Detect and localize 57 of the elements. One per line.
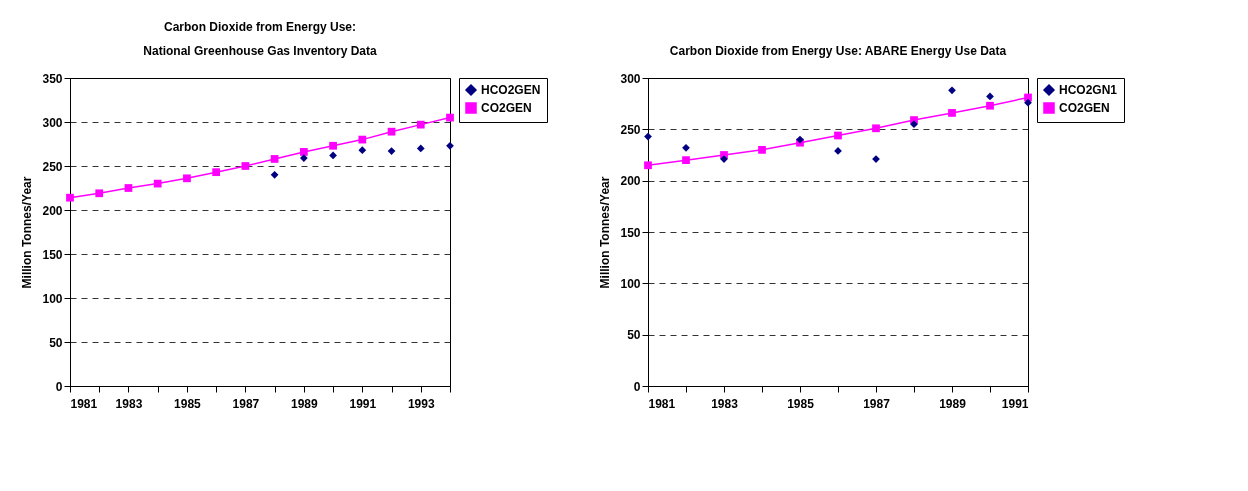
x-tick-label: 1991 <box>1001 396 1029 411</box>
point <box>446 113 454 122</box>
point <box>270 155 279 163</box>
y-tick-label: 150 <box>42 247 63 262</box>
point <box>358 135 367 144</box>
x-tick-label: 1989 <box>290 396 319 411</box>
y-tick-label: 250 <box>42 159 63 174</box>
x-tick-label: 1987 <box>232 396 260 411</box>
x-tick-label: 1981 <box>70 396 98 411</box>
point <box>387 127 396 136</box>
y-tick-label: 0 <box>55 379 63 394</box>
y-tick-label: 200 <box>620 174 641 189</box>
point <box>124 184 133 192</box>
y-tick-label: 100 <box>42 291 63 306</box>
point <box>416 120 425 129</box>
y-tick-label: 50 <box>627 328 641 343</box>
x-tick-label: 1983 <box>711 396 739 411</box>
point <box>446 141 454 150</box>
y-tick-label: 250 <box>620 122 641 137</box>
point <box>329 141 337 150</box>
chart-title: Carbon Dioxide from Energy Use: ABARE Energy Use Data <box>669 44 1007 58</box>
point <box>183 174 191 183</box>
chart-title: Carbon Dioxide from Energy Use: National Greenhouse Gas Inventory Data <box>143 20 378 58</box>
x-tick-label: 1993 <box>407 396 435 411</box>
x-tick-label: 1985 <box>174 396 202 411</box>
legend-label: HCO2GEN <box>481 83 541 97</box>
y-tick-label: 300 <box>620 71 641 86</box>
x-tick-label: 1983 <box>115 396 143 411</box>
point <box>329 151 337 160</box>
y-axis-title: Million Tonnes/Year <box>20 176 35 289</box>
y-tick-label: 300 <box>42 115 63 130</box>
y-tick-label: 50 <box>49 335 63 350</box>
point <box>270 170 279 179</box>
legend-label: HCO2GN1 <box>1059 83 1118 97</box>
x-tick-label: 1991 <box>349 396 377 411</box>
point <box>212 168 221 177</box>
y-axis-title: Million Tonnes/Year <box>598 176 613 289</box>
point <box>358 146 367 155</box>
point <box>416 144 425 153</box>
legend-label: CO2GEN <box>481 101 532 115</box>
legend-label: CO2GEN <box>1059 101 1110 115</box>
y-tick-label: 200 <box>42 203 63 218</box>
point <box>66 193 74 202</box>
point <box>241 162 250 170</box>
point <box>153 179 162 188</box>
x-tick-label: 1989 <box>939 396 967 411</box>
x-tick-label: 1987 <box>863 396 891 411</box>
point <box>299 148 308 156</box>
y-tick-label: 0 <box>633 379 641 394</box>
point <box>299 154 308 162</box>
point <box>387 147 396 155</box>
point <box>95 189 104 198</box>
y-tick-label: 350 <box>42 71 63 86</box>
y-tick-label: 150 <box>620 225 641 240</box>
y-tick-label: 100 <box>620 276 641 291</box>
x-tick-label: 1985 <box>787 396 815 411</box>
x-tick-label: 1981 <box>648 396 676 411</box>
